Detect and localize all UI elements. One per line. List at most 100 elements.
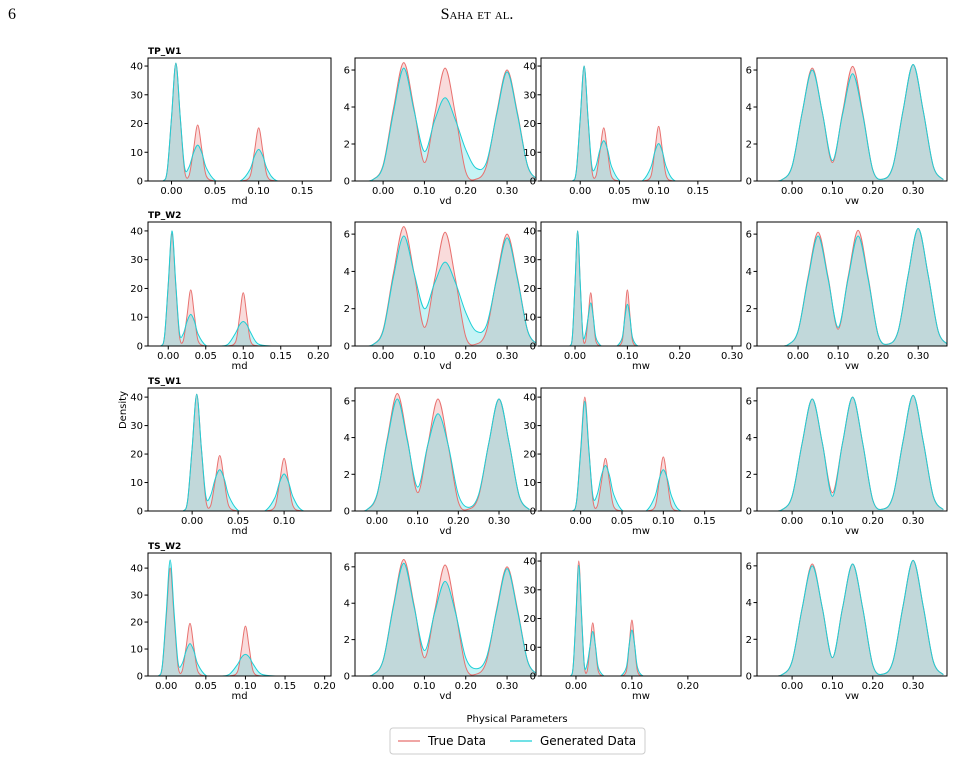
x-tick-label: 0.05 [204,186,226,197]
y-tick-label: 4 [746,598,752,609]
axes-frame [756,387,948,512]
y-tick-label: 4 [746,103,752,114]
density-line [154,62,311,181]
y-tick-label: 30 [130,591,143,602]
density-area [356,393,530,511]
y-tick-label: 20 [130,284,143,295]
x-tick-label: 0.20 [455,681,477,692]
y-tick-label: 0 [530,177,536,188]
plot-area [150,559,293,676]
x-tick-label: 0.20 [455,351,477,362]
x-tick-label: 0.00 [569,186,591,197]
density-line [771,394,944,511]
density-line [564,65,706,181]
y-tick-label: 40 [523,393,536,404]
y-tick-label: 0 [344,507,350,518]
density-area [362,68,536,181]
panel-title: TP_W1 [148,47,181,57]
x-tick-label: 0.10 [827,351,849,362]
x-tick-label: 0.00 [155,681,177,692]
y-tick-label: 6 [344,396,350,407]
plot-area [564,396,713,511]
plot-area [153,230,289,346]
density-line [771,559,944,676]
x-tick-label: 0.10 [621,681,643,692]
density-area [362,62,536,181]
density-line [771,63,944,181]
plot-area [356,393,530,511]
y-tick-label: 10 [130,313,143,324]
x-tick-label: 0.10 [821,516,843,527]
x-axis-label: md [231,196,247,207]
x-tick-label: 0.20 [862,681,884,692]
x-tick-label: 0.20 [862,516,884,527]
x-tick-label: 0.30 [488,516,510,527]
y-tick-label: 0 [344,342,350,353]
density-area [564,66,706,181]
y-tick-label: 10 [130,478,143,489]
panel-title: TP_W2 [148,211,181,221]
x-tick-label: 0.20 [669,351,691,362]
density-area [356,399,530,511]
y-tick-label: 0 [530,507,536,518]
plot-area [564,230,659,346]
axes-frame [540,57,742,182]
x-tick-label: 0.20 [862,186,884,197]
x-axis-label: mw [632,526,650,537]
x-tick-label: 0.00 [366,516,388,527]
y-tick-label: 2 [344,140,350,151]
density-line [150,559,293,676]
density-line [362,562,536,676]
density-line [564,396,713,511]
plot-area [362,559,536,676]
density-area [778,228,947,346]
plot-area [771,559,944,676]
density-line [362,226,536,346]
density-line [564,230,659,346]
density-line [564,400,713,511]
y-axis-label: Density [118,391,129,429]
density-area [153,230,289,346]
y-tick-label: 0 [137,507,143,518]
x-axis-label: mw [632,361,650,372]
running-head: Saha et al. [441,6,514,23]
x-axis-label: vd [439,526,451,537]
x-axis-label: vd [439,196,451,207]
x-axis-label: vw [845,691,859,702]
density-area [778,228,947,346]
axes-frame [354,387,537,512]
y-tick-label: 0 [530,342,536,353]
x-tick-label: 0.30 [907,351,929,362]
y-tick-label: 2 [344,635,350,646]
density-area [771,64,944,181]
x-tick-label: 0.10 [407,516,429,527]
y-tick-label: 0 [344,177,350,188]
x-tick-label: 0.05 [227,516,249,527]
x-axis-label: md [231,526,247,537]
plot-area [173,393,331,511]
axes-frame [756,57,948,182]
x-tick-label: 0.20 [867,351,889,362]
y-tick-label: 20 [523,450,536,461]
x-tick-label: 0.10 [652,516,674,527]
x-tick-label: 0.30 [902,186,924,197]
y-tick-label: 6 [746,561,752,572]
y-tick-label: 2 [746,635,752,646]
x-tick-label: 0.05 [195,351,217,362]
density-area [173,394,331,511]
panel-title: TS_W1 [148,377,181,387]
density-area [362,563,536,676]
x-tick-label: 0.15 [291,186,313,197]
density-line [153,233,289,346]
x-tick-label: 0.30 [902,516,924,527]
x-tick-label: 0.10 [821,681,843,692]
x-axis-label: mw [632,196,650,207]
x-tick-label: 0.30 [902,681,924,692]
y-tick-label: 4 [344,599,350,610]
y-tick-label: 6 [344,66,350,77]
axes-frame [354,552,537,677]
plot-area [771,394,944,511]
x-tick-label: 0.00 [565,681,587,692]
y-tick-label: 30 [130,255,143,266]
axes-frame [354,221,537,347]
